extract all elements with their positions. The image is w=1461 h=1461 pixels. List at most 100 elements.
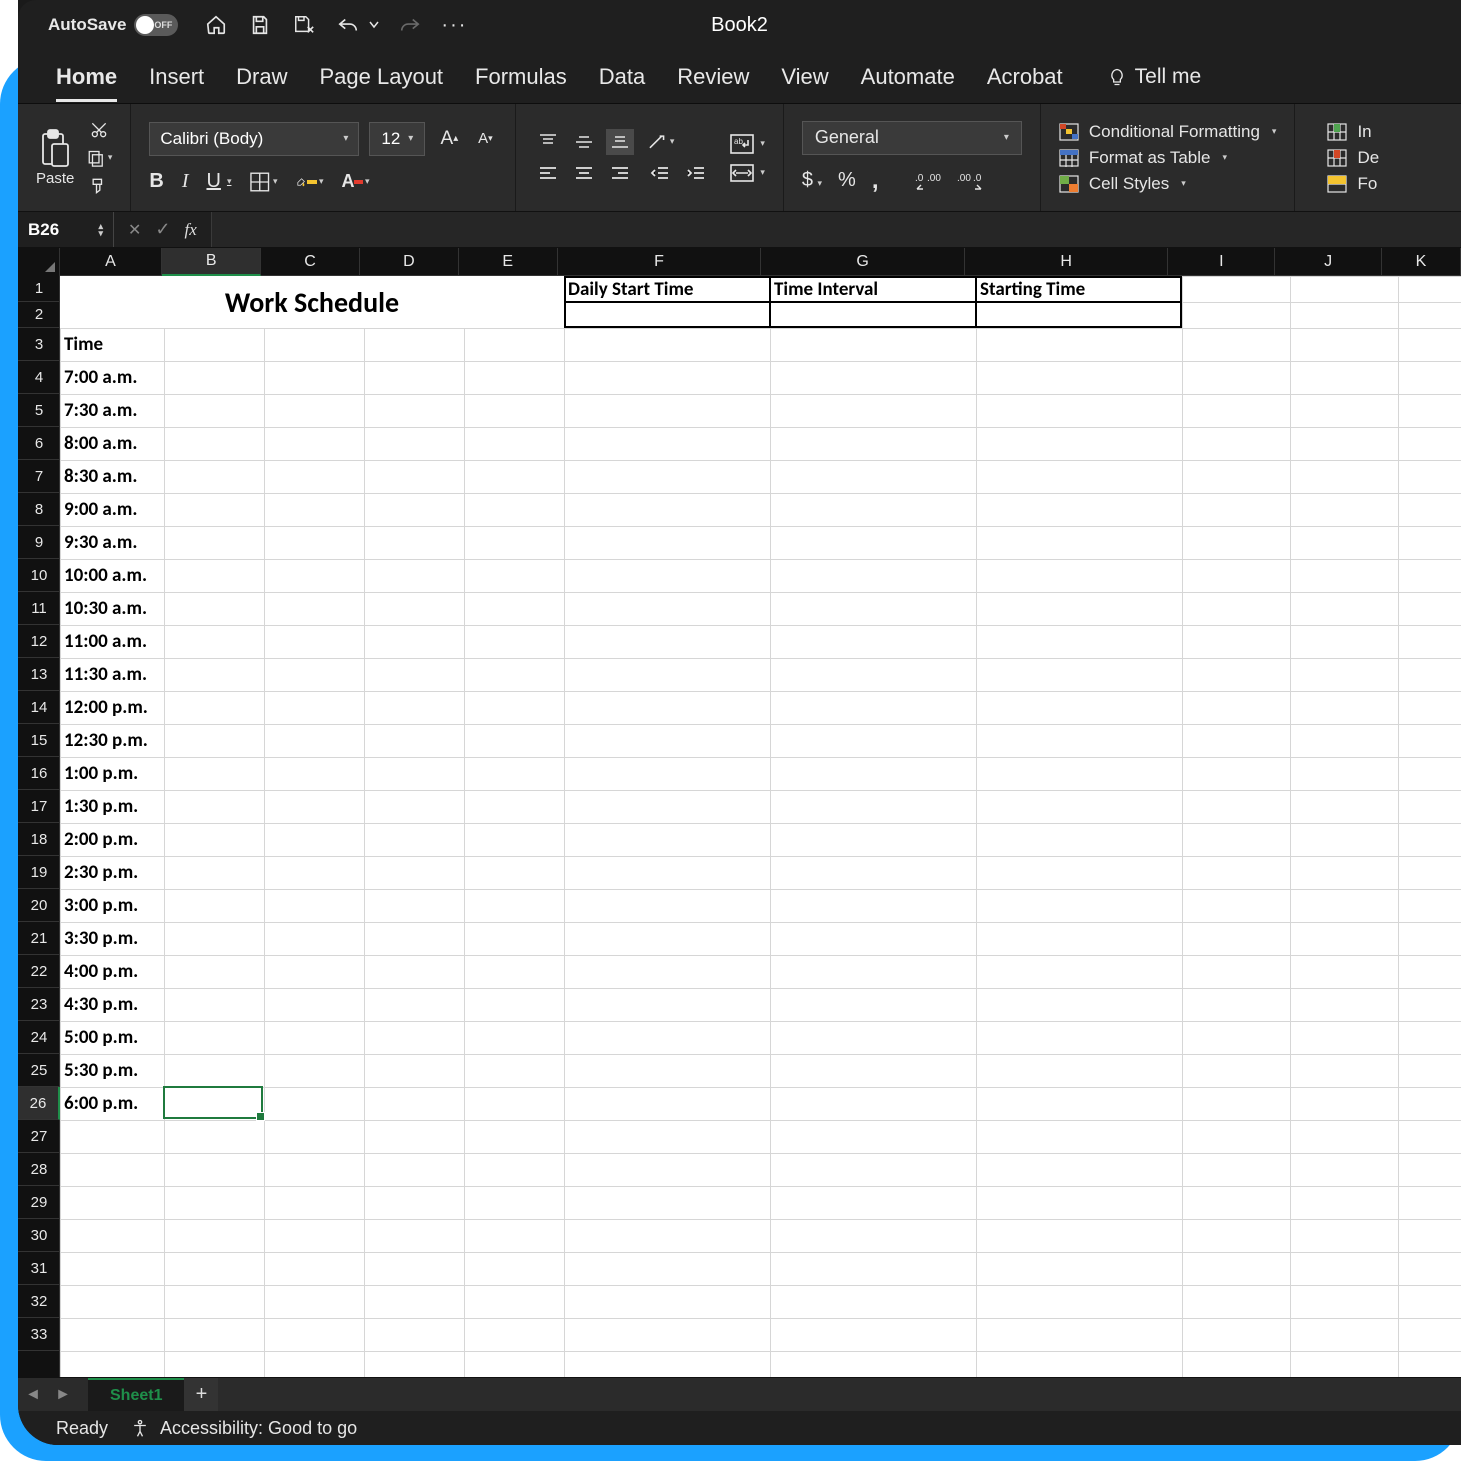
undo-icon[interactable] — [334, 11, 362, 39]
row-header[interactable]: 31 — [18, 1252, 60, 1285]
row-header[interactable]: 15 — [18, 724, 60, 757]
tab-acrobat[interactable]: Acrobat — [987, 58, 1063, 96]
header-cell[interactable]: Starting Time — [976, 276, 1182, 302]
autosave-switch[interactable]: OFF — [134, 14, 178, 36]
row-header[interactable]: 24 — [18, 1021, 60, 1054]
number-format-select[interactable]: General ▾ — [802, 121, 1022, 155]
autosave-toggle[interactable]: AutoSave OFF — [48, 14, 178, 36]
more-icon[interactable]: ··· — [440, 11, 468, 39]
underline-button[interactable]: U▾ — [206, 170, 231, 193]
row-header[interactable]: 7 — [18, 460, 60, 493]
tab-automate[interactable]: Automate — [861, 58, 955, 96]
name-box[interactable]: B26 ▴▾ — [18, 212, 114, 247]
cell[interactable]: 2:30 p.m. — [60, 856, 220, 889]
select-all-corner[interactable] — [18, 248, 60, 276]
row-header[interactable]: 25 — [18, 1054, 60, 1087]
cell[interactable]: 7:00 a.m. — [60, 361, 220, 394]
wrap-text-button[interactable]: ab▾ — [730, 134, 765, 154]
font-name-select[interactable]: Calibri (Body) ▾ — [149, 122, 359, 156]
row-header[interactable]: 9 — [18, 526, 60, 559]
row-header[interactable]: 16 — [18, 757, 60, 790]
tell-me-search[interactable]: Tell me — [1107, 65, 1202, 89]
cell[interactable]: 12:30 p.m. — [60, 724, 220, 757]
cell[interactable]: 5:00 p.m. — [60, 1021, 220, 1054]
align-right-icon[interactable] — [606, 161, 634, 187]
column-header[interactable]: A — [60, 248, 163, 276]
column-header[interactable]: B — [162, 248, 261, 276]
header-cell[interactable]: Daily Start Time — [564, 276, 770, 302]
sheet-nav-prev-icon[interactable]: ◄ — [18, 1380, 48, 1410]
sheet-tab-active[interactable]: Sheet1 — [88, 1378, 184, 1412]
cancel-formula-icon[interactable]: ✕ — [128, 220, 141, 240]
row-header[interactable]: 12 — [18, 625, 60, 658]
column-header[interactable]: K — [1382, 248, 1461, 276]
home-icon[interactable] — [202, 11, 230, 39]
add-sheet-button[interactable]: + — [184, 1378, 218, 1412]
decrease-indent-icon[interactable] — [646, 161, 674, 187]
delete-cells-button[interactable]: De — [1327, 148, 1379, 168]
decrease-decimal-icon[interactable]: .00.0 — [957, 171, 983, 191]
align-left-icon[interactable] — [534, 161, 562, 187]
row-header[interactable]: 32 — [18, 1285, 60, 1318]
align-bottom-icon[interactable] — [606, 129, 634, 155]
row-header[interactable]: 20 — [18, 889, 60, 922]
row-header[interactable]: 18 — [18, 823, 60, 856]
row-header[interactable]: 4 — [18, 361, 60, 394]
percent-button[interactable]: % — [838, 169, 856, 192]
cell[interactable]: 5:30 p.m. — [60, 1054, 220, 1087]
align-top-icon[interactable] — [534, 129, 562, 155]
undo-dropdown-icon[interactable] — [368, 11, 380, 39]
row-header[interactable]: 5 — [18, 394, 60, 427]
row-header[interactable]: 27 — [18, 1120, 60, 1153]
cells-area[interactable]: Work ScheduleDaily Start TimeTime Interv… — [60, 276, 1461, 1377]
row-header[interactable]: 22 — [18, 955, 60, 988]
row-header[interactable]: 3 — [18, 328, 60, 361]
increase-decimal-icon[interactable]: .0.00 — [915, 171, 941, 191]
cell[interactable]: 12:00 p.m. — [60, 691, 220, 724]
row-header[interactable]: 33 — [18, 1318, 60, 1351]
paste-button[interactable]: Paste — [36, 128, 74, 187]
row-header[interactable]: 21 — [18, 922, 60, 955]
tab-insert[interactable]: Insert — [149, 58, 204, 96]
cell[interactable]: 9:00 a.m. — [60, 493, 220, 526]
redo-icon[interactable] — [396, 11, 424, 39]
cell[interactable]: Time — [60, 328, 164, 361]
decrease-font-icon[interactable]: A▾ — [473, 127, 497, 151]
cell[interactable]: 1:00 p.m. — [60, 757, 220, 790]
accessibility-status[interactable]: Accessibility: Good to go — [130, 1418, 357, 1439]
formula-input[interactable] — [211, 212, 1461, 247]
row-header[interactable]: 30 — [18, 1219, 60, 1252]
cell[interactable]: 7:30 a.m. — [60, 394, 220, 427]
column-header[interactable]: E — [459, 248, 558, 276]
cell[interactable]: 10:00 a.m. — [60, 559, 220, 592]
format-cells-button[interactable]: Fo — [1327, 174, 1379, 194]
row-header[interactable]: 1 — [18, 276, 60, 302]
column-header[interactable]: F — [558, 248, 762, 276]
format-painter-icon[interactable] — [86, 176, 112, 196]
cell[interactable]: 8:30 a.m. — [60, 460, 220, 493]
row-header[interactable]: 28 — [18, 1153, 60, 1186]
align-middle-icon[interactable] — [570, 129, 598, 155]
borders-button[interactable]: ▾ — [249, 170, 277, 194]
currency-button[interactable]: $ ▾ — [802, 169, 822, 192]
row-header[interactable]: 11 — [18, 592, 60, 625]
column-header[interactable]: C — [261, 248, 360, 276]
column-header[interactable]: J — [1275, 248, 1382, 276]
tab-page-layout[interactable]: Page Layout — [320, 58, 444, 96]
row-header[interactable]: 8 — [18, 493, 60, 526]
column-header[interactable]: G — [761, 248, 965, 276]
format-as-table-button[interactable]: Format as Table▾ — [1059, 148, 1277, 168]
row-header[interactable]: 6 — [18, 427, 60, 460]
cell[interactable]: 3:30 p.m. — [60, 922, 220, 955]
cell-styles-button[interactable]: Cell Styles▾ — [1059, 174, 1277, 194]
tab-formulas[interactable]: Formulas — [475, 58, 567, 96]
cell[interactable]: 3:00 p.m. — [60, 889, 220, 922]
save-as-icon[interactable] — [290, 11, 318, 39]
bold-button[interactable]: B — [149, 170, 163, 193]
cell[interactable]: 11:30 a.m. — [60, 658, 220, 691]
fill-color-button[interactable]: ▾ — [295, 170, 323, 194]
save-icon[interactable] — [246, 11, 274, 39]
cell[interactable]: 10:30 a.m. — [60, 592, 220, 625]
tab-review[interactable]: Review — [677, 58, 749, 96]
header-cell[interactable]: Time Interval — [770, 276, 976, 302]
